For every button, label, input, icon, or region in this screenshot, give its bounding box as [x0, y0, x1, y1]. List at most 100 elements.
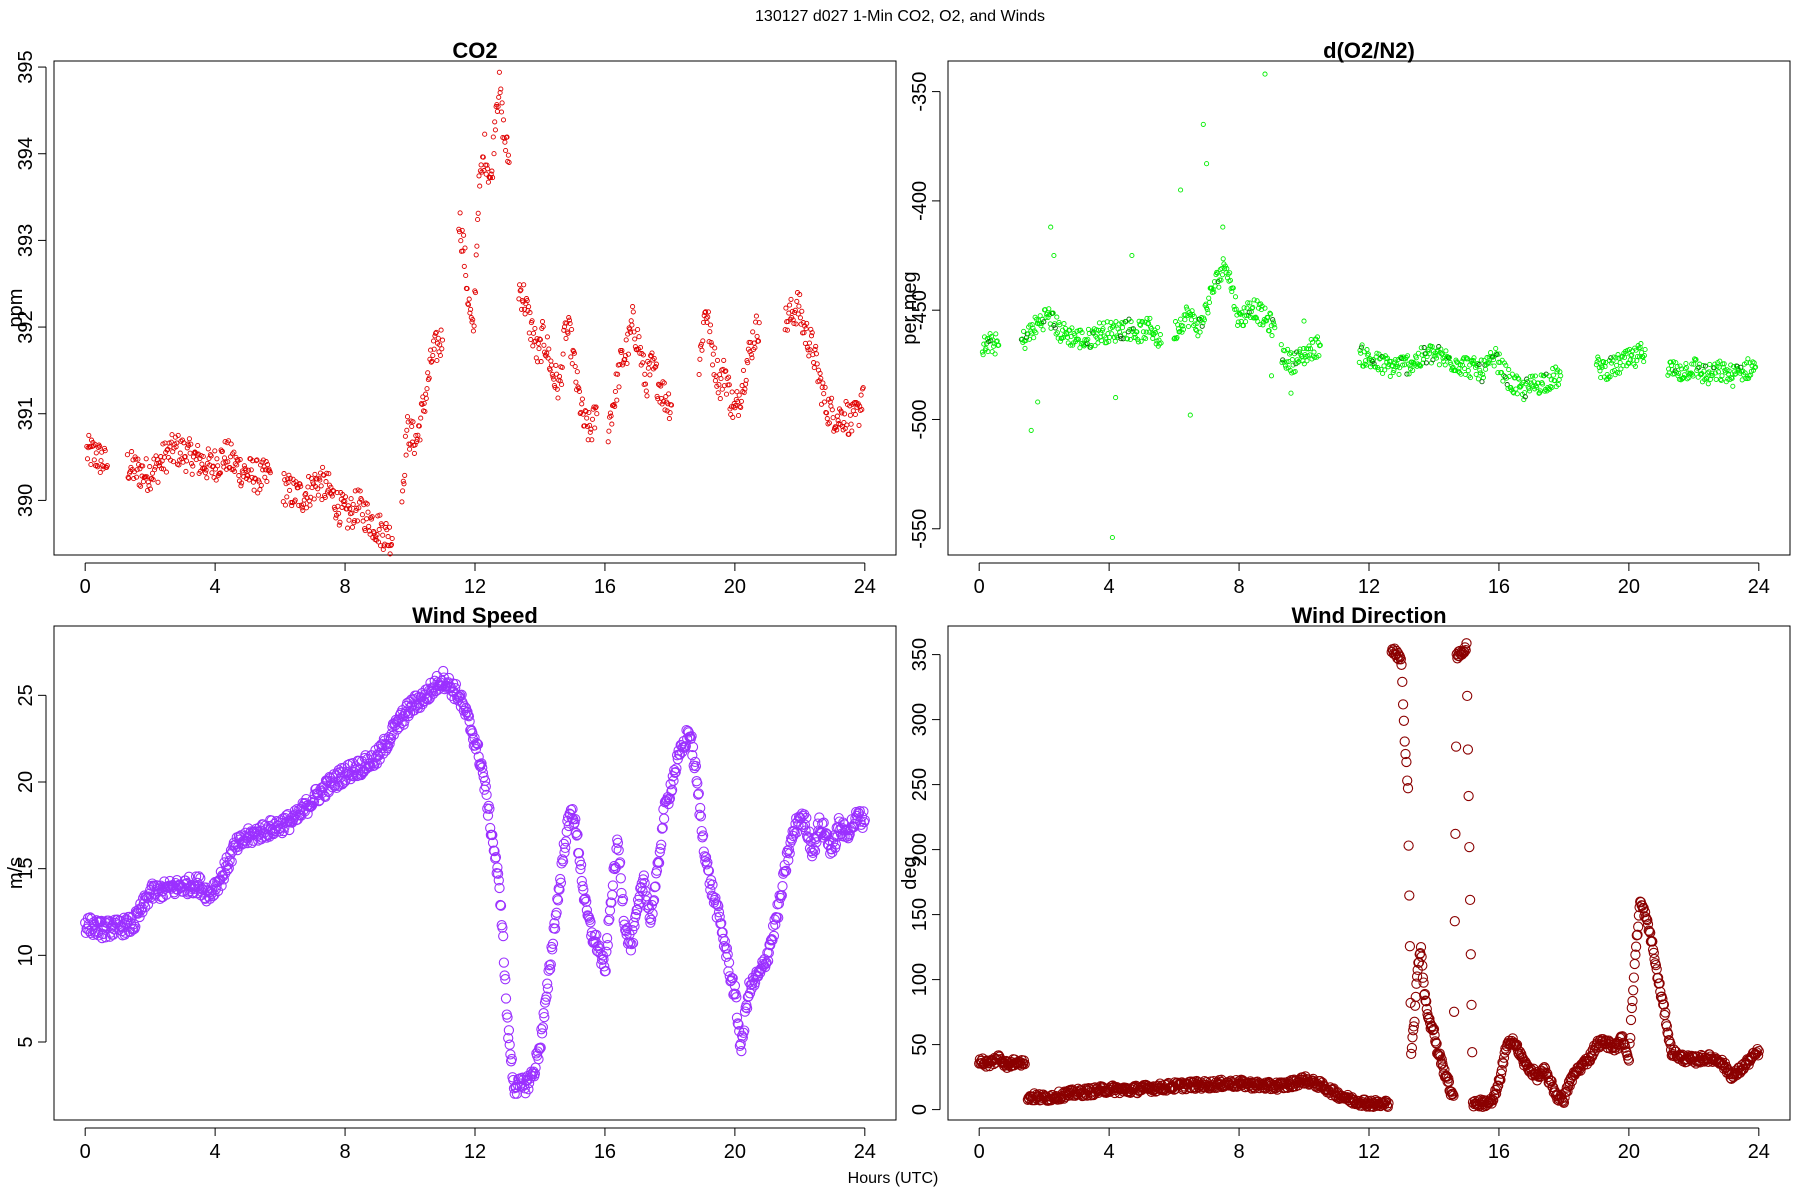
data-point — [163, 469, 169, 475]
data-point — [158, 454, 164, 460]
data-point — [1607, 374, 1613, 380]
data-point — [1222, 263, 1228, 269]
data-point — [754, 333, 760, 339]
data-point — [369, 514, 375, 520]
data-point — [424, 386, 430, 392]
data-point — [548, 358, 554, 364]
data-point — [140, 479, 146, 485]
data-point — [666, 391, 672, 397]
data-point — [1420, 356, 1427, 363]
data-point — [825, 848, 836, 859]
data-point — [527, 310, 533, 316]
data-point — [1409, 1016, 1420, 1027]
data-point — [1093, 327, 1100, 333]
data-point — [234, 457, 240, 463]
data-point — [208, 453, 214, 459]
data-point — [1129, 252, 1135, 259]
data-point — [365, 509, 371, 515]
data-point — [654, 393, 660, 399]
data-point — [756, 320, 762, 326]
data-point — [784, 848, 795, 859]
data-point — [575, 859, 587, 871]
x-tick-label: 24 — [854, 1141, 876, 1163]
data-point — [490, 852, 502, 863]
data-point — [1478, 357, 1484, 363]
data-point — [574, 369, 580, 375]
data-point — [579, 401, 585, 407]
data-point — [530, 343, 536, 349]
data-point — [332, 506, 338, 512]
x-tick-label: 4 — [1104, 576, 1115, 598]
data-point — [492, 862, 503, 873]
data-point — [1500, 378, 1506, 384]
data-point — [811, 365, 817, 371]
data-point — [1428, 1024, 1439, 1036]
data-point — [311, 496, 317, 502]
data-point — [660, 379, 666, 385]
data-point — [471, 737, 482, 749]
data-point — [500, 974, 511, 985]
data-point — [589, 437, 595, 443]
data-point — [1522, 394, 1528, 400]
data-point — [1296, 349, 1302, 355]
data-point — [334, 490, 340, 496]
data-point — [1426, 351, 1432, 357]
data-point — [428, 359, 434, 365]
data-point — [418, 696, 429, 707]
data-point — [575, 863, 586, 875]
data-point — [579, 894, 590, 905]
data-point — [847, 412, 853, 418]
data-point — [492, 868, 504, 879]
data-point — [189, 471, 195, 477]
data-point — [186, 436, 192, 442]
data-point — [1677, 363, 1683, 369]
y-tick-label: 394 — [15, 137, 37, 170]
data-point — [619, 348, 625, 354]
data-point — [603, 915, 614, 927]
data-point — [1598, 375, 1604, 381]
data-point — [356, 755, 368, 767]
data-point — [437, 352, 443, 359]
x-tick-label: 24 — [854, 576, 876, 598]
data-point — [1096, 320, 1102, 326]
data-point — [1466, 999, 1477, 1011]
data-point — [1235, 322, 1241, 328]
data-point — [1467, 1047, 1478, 1058]
data-point — [1056, 319, 1062, 325]
data-point — [735, 412, 742, 419]
data-point — [718, 941, 730, 952]
x-tick-label: 12 — [1358, 576, 1380, 598]
data-point — [777, 881, 788, 892]
data-point — [360, 518, 366, 524]
data-point — [544, 960, 555, 971]
data-point — [551, 907, 562, 918]
data-point — [1145, 320, 1152, 326]
data-point — [793, 321, 799, 327]
data-point — [130, 921, 141, 932]
y-tick-label: 25 — [15, 684, 37, 706]
data-point — [418, 415, 424, 421]
data-point — [1356, 359, 1362, 365]
data-point — [1527, 374, 1533, 380]
data-point — [387, 551, 393, 557]
data-point — [680, 741, 691, 752]
data-point — [1115, 326, 1121, 332]
data-point — [729, 980, 741, 991]
data-point — [500, 117, 507, 123]
data-point — [1475, 376, 1481, 382]
data-point — [1187, 412, 1193, 418]
data-point — [222, 864, 233, 876]
data-point — [221, 455, 228, 461]
data-point — [761, 957, 772, 968]
data-point — [217, 470, 223, 477]
data-point — [1668, 359, 1674, 365]
data-point — [631, 329, 637, 335]
data-point — [1464, 894, 1476, 906]
data-point — [719, 936, 730, 947]
data-point — [1480, 375, 1486, 381]
data-point — [1262, 71, 1268, 77]
data-point — [645, 914, 657, 925]
data-point — [145, 479, 151, 485]
data-point — [1278, 342, 1284, 348]
data-point — [187, 450, 193, 456]
